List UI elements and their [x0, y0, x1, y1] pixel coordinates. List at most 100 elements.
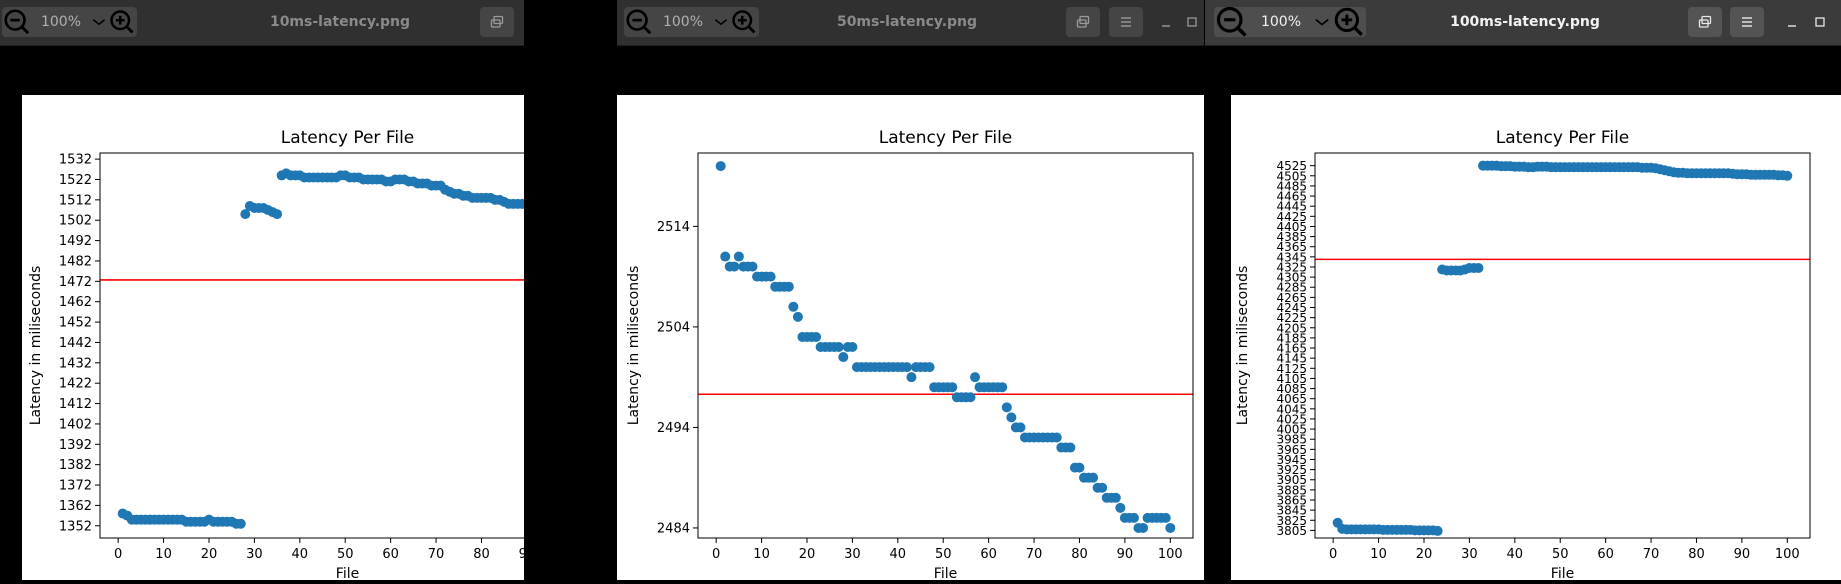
zoom-menu-button[interactable]: [712, 7, 730, 37]
window-title: 50ms-latency.png: [836, 14, 978, 30]
y-tick-label: 4385: [1276, 230, 1307, 244]
fullscreen-button[interactable]: [1066, 7, 1100, 37]
latency-chart-10ms: Latency Per File010203040506070809010013…: [28, 128, 524, 582]
x-tick-label: 100: [1775, 547, 1800, 562]
y-axis-label: Latency in miliseconds: [626, 266, 642, 426]
data-point: [1115, 502, 1126, 513]
y-tick-label: 3865: [1276, 494, 1307, 508]
main-menu-button[interactable]: [1109, 7, 1143, 37]
zoom-in-button[interactable]: [108, 7, 136, 37]
y-tick-label: 1532: [59, 153, 92, 168]
y-tick-label: 3945: [1276, 453, 1307, 467]
zoom-in-icon: [110, 10, 134, 34]
chevron-down-icon: [92, 19, 106, 26]
image-canvas: Latency Per File 0 10 20 30 40 50 60 70 80 90 100 24…: [617, 95, 1204, 582]
y-tick-label: 1412: [59, 397, 92, 412]
x-tick-label: 90: [1734, 547, 1751, 562]
y-tick-label: 4485: [1276, 179, 1307, 193]
data-point: [1473, 262, 1484, 273]
x-tick-label: 60: [382, 547, 399, 562]
data-point: [729, 261, 740, 272]
x-tick-label: 30: [1461, 547, 1478, 562]
zoom-out-button[interactable]: [624, 7, 654, 37]
window-title: 10ms-latency.png: [269, 14, 411, 30]
x-tick-label: 100: [1158, 547, 1183, 562]
y-tick-label: 3805: [1276, 524, 1307, 538]
image-viewer-window-100ms: 100% 100ms-latency.png Latency Per File 0…: [1205, 0, 1841, 584]
zoom-in-button[interactable]: [730, 7, 758, 37]
zoom-control: 100%: [2, 7, 137, 37]
y-tick-label: 4305: [1276, 271, 1307, 285]
image-canvas: Latency Per File010203040506070809010013…: [22, 95, 524, 582]
maximize-icon[interactable]: [1183, 13, 1201, 31]
x-tick-label: 70: [1026, 547, 1043, 562]
x-tick-label: 10: [155, 547, 172, 562]
window-header: 100% 10ms-latency.png: [0, 0, 524, 46]
y-tick-label: 4445: [1276, 200, 1307, 214]
main-menu-button[interactable]: [1730, 7, 1764, 37]
y-tick-label: 3905: [1276, 473, 1307, 487]
zoom-menu-button[interactable]: [90, 7, 108, 37]
zoom-menu-button[interactable]: [1312, 7, 1332, 37]
x-axis-label: File: [336, 566, 359, 580]
y-tick-label: 1402: [59, 417, 92, 432]
minimize-icon[interactable]: [1783, 13, 1801, 31]
x-tick-label: 10: [1370, 547, 1387, 562]
y-tick-label: 1522: [59, 173, 92, 188]
plot-frame: [1314, 152, 1811, 539]
data-point: [811, 331, 822, 342]
y-tick-label: 1372: [59, 479, 92, 494]
data-point: [1160, 512, 1171, 523]
zoom-out-button[interactable]: [2, 7, 32, 37]
latency-chart-100ms: Latency Per File 0 10 20 30 40 50 60 70 80 90 100 38…: [1235, 128, 1811, 582]
y-tick-label: 1422: [59, 377, 92, 392]
x-tick-label: 0: [1329, 547, 1337, 562]
data-point: [783, 281, 794, 292]
y-tick-label: 1362: [59, 499, 92, 514]
y-tick-label: 4465: [1276, 190, 1307, 204]
data-point: [838, 352, 849, 363]
y-tick-label: 3825: [1276, 514, 1307, 528]
image-viewer-window-50ms: 100% 50ms-latency.png Latency Per File 0 1…: [617, 0, 1204, 584]
data-point: [970, 372, 981, 383]
zoom-out-button[interactable]: [1214, 6, 1250, 37]
zoom-level[interactable]: 100%: [40, 14, 82, 30]
data-point: [788, 301, 799, 312]
y-tick-label: 4505: [1276, 169, 1307, 183]
data-point: [1006, 412, 1017, 423]
zoom-control: 100%: [1214, 6, 1366, 37]
x-tick-label: 50: [935, 547, 952, 562]
x-tick-label: 80: [1688, 547, 1705, 562]
x-tick-label: 20: [1416, 547, 1433, 562]
zoom-in-icon: [732, 10, 756, 34]
fullscreen-icon: [1076, 15, 1090, 28]
data-point: [747, 261, 758, 272]
chart-title: Latency Per File: [1496, 128, 1630, 148]
data-point: [1088, 472, 1099, 483]
data-point: [1015, 422, 1026, 433]
y-tick-label: 1432: [59, 356, 92, 371]
x-tick-label: 10: [753, 547, 770, 562]
y-tick-label: 4425: [1276, 210, 1307, 224]
data-point: [240, 209, 251, 220]
zoom-level[interactable]: 100%: [1260, 14, 1302, 30]
x-tick-label: 50: [1552, 547, 1569, 562]
x-tick-label: 80: [473, 547, 490, 562]
chart-title: Latency Per File: [879, 128, 1013, 148]
y-tick-label: 4085: [1276, 382, 1307, 396]
data-point: [947, 382, 958, 393]
x-tick-label: 0: [712, 547, 720, 562]
minimize-icon[interactable]: [1157, 13, 1175, 31]
fullscreen-button[interactable]: [480, 7, 514, 37]
y-tick-label: 4205: [1276, 321, 1307, 335]
latency-chart-50ms: Latency Per File 0 10 20 30 40 50 60 70 80 90 100 24…: [626, 128, 1194, 582]
y-tick-label: 1382: [59, 458, 92, 473]
y-tick-label: 4325: [1276, 260, 1307, 274]
fullscreen-button[interactable]: [1688, 7, 1722, 37]
zoom-in-button[interactable]: [1332, 7, 1366, 37]
data-point: [517, 198, 524, 209]
data-point: [906, 372, 917, 383]
y-tick-label: 4145: [1276, 352, 1307, 366]
maximize-icon[interactable]: [1811, 13, 1829, 31]
zoom-level[interactable]: 100%: [662, 14, 704, 30]
